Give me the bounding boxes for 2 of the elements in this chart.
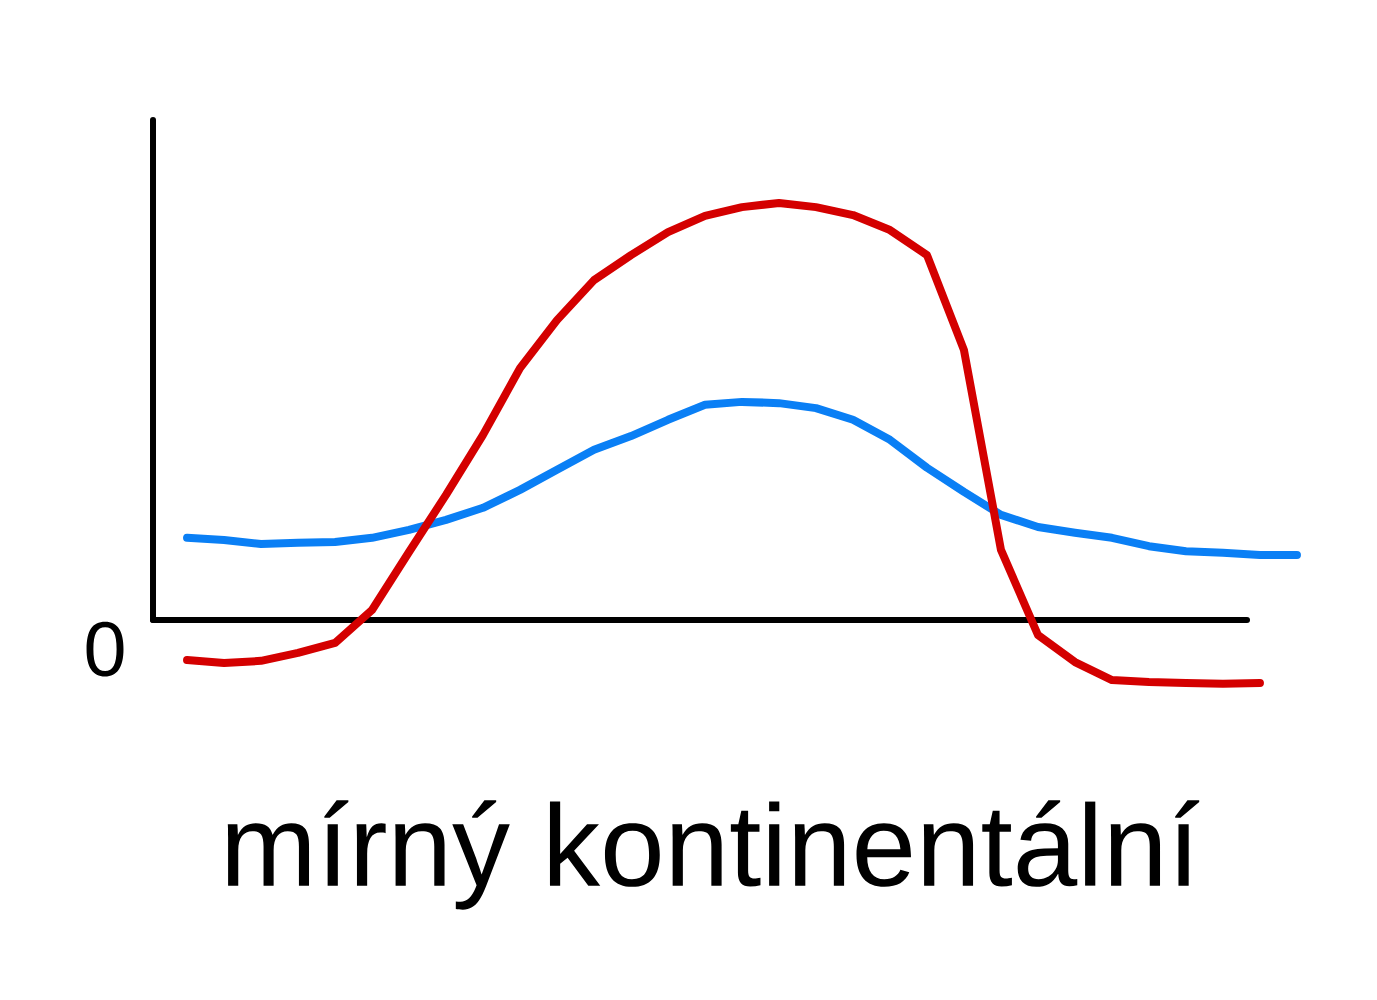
text: 0 [86,621,124,677]
text: mírný kontinentální [227,800,1200,910]
